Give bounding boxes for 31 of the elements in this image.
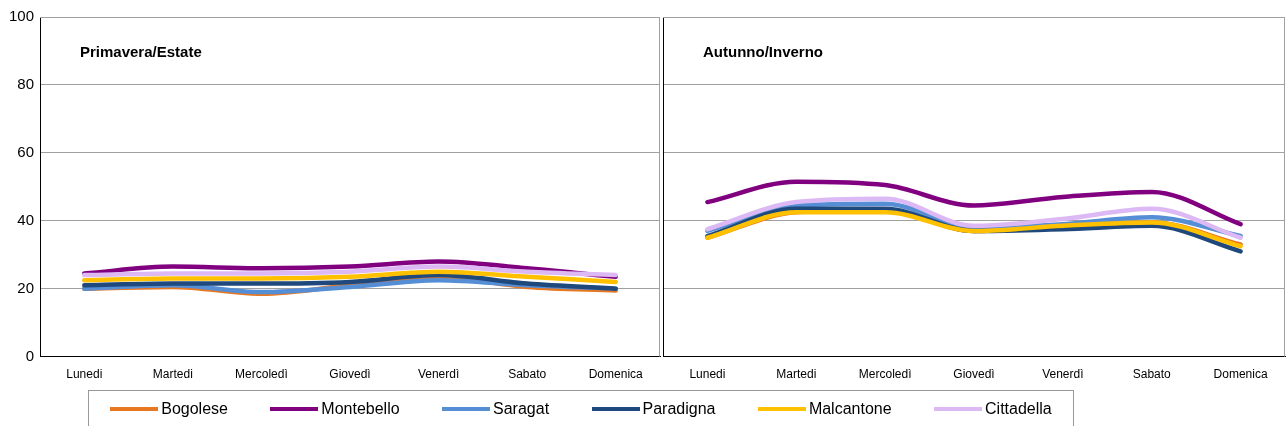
y-tick-label: 100 [8, 7, 34, 25]
legend-label: Malcantone [808, 399, 892, 418]
y-tick-label: 40 [17, 210, 34, 228]
y-tick-label: 0 [25, 346, 34, 364]
text: Primavera/Estate [80, 43, 202, 61]
x-tick-label: Lunedi [689, 367, 726, 382]
line-series [82, 272, 618, 291]
legend-label: Cittadella [985, 399, 1052, 418]
y-tick-label: 60 [17, 142, 34, 160]
x-tick-label: Venerdì [1042, 367, 1084, 382]
x-tick-label: Venerdì [417, 367, 460, 382]
line-series [82, 264, 618, 278]
y-tick-label: 80 [17, 75, 34, 93]
x-tick-label: Giovedì [329, 367, 371, 382]
x-tick-label: Domenica [588, 367, 644, 382]
x-tick-label: Mercoledì [235, 367, 288, 382]
x-tick-label: Sabato [508, 367, 547, 382]
y-tick-label: 20 [17, 278, 34, 296]
x-tick-label: Lunedi [66, 367, 103, 382]
legend-label: Saragat [493, 399, 550, 418]
x-tick-label: Martedi [152, 367, 193, 382]
x-tick-label: Domenica [1213, 367, 1268, 382]
line-series [82, 269, 618, 285]
legend-label: Paradigna [642, 399, 716, 418]
legend-label: Bogolese [161, 399, 228, 418]
x-tick-label: Mercoledì [858, 367, 912, 382]
x-tick-label: Giovedì [953, 367, 995, 382]
legend-label: Montebello [321, 399, 400, 418]
x-tick-label: Martedi [776, 367, 817, 382]
text: Autunno/Inverno [703, 43, 823, 61]
x-tick-label: Sabato [1132, 367, 1172, 382]
